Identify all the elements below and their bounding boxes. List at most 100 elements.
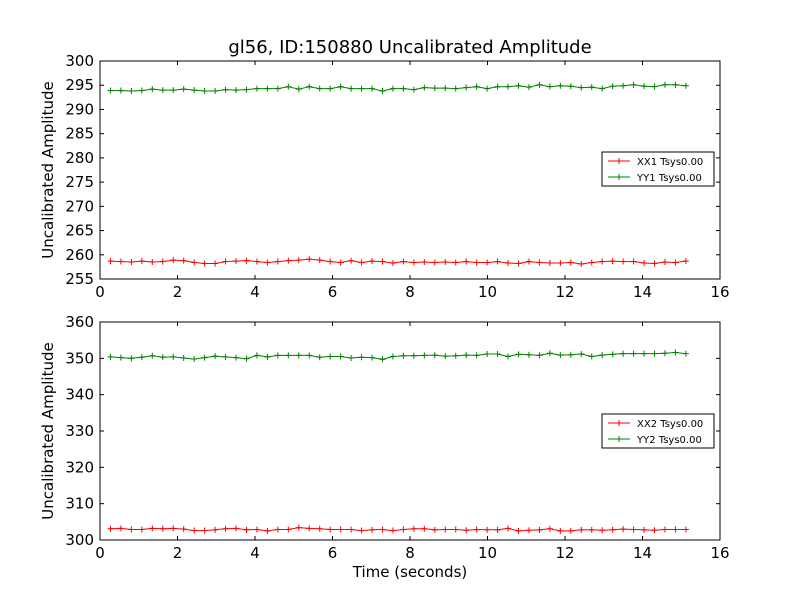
data-point <box>369 354 376 361</box>
data-point <box>452 352 459 359</box>
data-point <box>295 257 302 264</box>
y-tick-label: 300 <box>65 531 94 549</box>
data-point <box>389 353 396 360</box>
x-tick-label: 8 <box>405 544 415 562</box>
data-point <box>484 350 491 357</box>
data-point <box>494 83 501 90</box>
data-point <box>505 353 512 360</box>
data-point <box>264 353 271 360</box>
data-point <box>107 525 114 532</box>
data-point <box>505 260 512 267</box>
data-point <box>316 525 323 532</box>
data-point <box>180 86 187 93</box>
data-point <box>159 258 166 265</box>
data-point <box>578 350 585 357</box>
data-point <box>201 527 208 534</box>
data-point <box>588 259 595 266</box>
data-point <box>620 350 627 357</box>
data-point <box>253 352 260 359</box>
y-tick-label: 285 <box>65 125 94 143</box>
subplot-bottom: 0 2 4 6 8 10 12 14 16 300 310 320 330 340 350 360 Uncali… <box>39 313 730 581</box>
data-point <box>525 84 532 91</box>
legend-label: XX2 Tsys0.00 <box>637 419 703 430</box>
data-point <box>557 527 564 534</box>
data-point <box>410 525 417 532</box>
y-tick-label: 275 <box>65 173 94 191</box>
y-axis-label: Uncalibrated Amplitude <box>39 342 57 519</box>
data-point <box>180 526 187 533</box>
data-point <box>536 352 543 359</box>
data-point <box>358 527 365 534</box>
data-point <box>222 353 229 360</box>
data-point <box>567 527 574 534</box>
data-point <box>337 259 344 266</box>
data-point <box>400 352 407 359</box>
data-point <box>557 260 564 267</box>
data-point <box>567 259 574 266</box>
data-point <box>494 526 501 533</box>
data-point <box>578 84 585 91</box>
data-point <box>212 260 219 267</box>
data-point <box>578 526 585 533</box>
legend-marker <box>616 174 622 180</box>
data-point <box>442 526 449 533</box>
data-point <box>117 258 124 265</box>
axes-frame <box>99 60 721 280</box>
data-point <box>379 258 386 265</box>
data-point <box>661 350 668 357</box>
data-point <box>452 526 459 533</box>
x-tick-label: 14 <box>633 544 652 562</box>
x-tick-label: 14 <box>633 283 652 301</box>
data-point <box>170 353 177 360</box>
data-point <box>379 88 386 95</box>
data-point <box>117 87 124 94</box>
data-point <box>389 527 396 534</box>
data-point <box>369 526 376 533</box>
legend-label: XX1 Tsys0.00 <box>637 157 703 168</box>
x-tick-label: 4 <box>250 544 260 562</box>
x-tick-label: 8 <box>405 283 415 301</box>
legend-label: YY1 Tsys0.00 <box>636 173 702 184</box>
data-point <box>421 84 428 91</box>
data-point <box>620 258 627 265</box>
data-point <box>651 260 658 267</box>
data-point <box>484 526 491 533</box>
x-tick-label: 4 <box>250 283 260 301</box>
y-tick-label: 300 <box>65 52 94 70</box>
data-point <box>358 354 365 361</box>
x-tick-label: 2 <box>173 283 183 301</box>
data-point <box>327 258 334 265</box>
data-point <box>222 86 229 93</box>
data-point <box>159 354 166 361</box>
data-point <box>473 352 480 359</box>
data-point <box>327 85 334 92</box>
y-tick-label: 255 <box>65 270 94 288</box>
data-point <box>672 349 679 356</box>
data-point <box>463 258 470 265</box>
data-point <box>431 526 438 533</box>
data-point <box>264 527 271 534</box>
data-point <box>682 526 689 533</box>
data-point <box>295 86 302 93</box>
data-point <box>191 259 198 266</box>
data-point <box>180 354 187 361</box>
y-tick-label: 360 <box>65 313 94 331</box>
data-point <box>641 83 648 90</box>
data-point <box>442 259 449 266</box>
x-tick-label: 2 <box>173 544 183 562</box>
data-point <box>159 87 166 94</box>
data-point <box>682 258 689 265</box>
x-tick-label: 6 <box>328 544 338 562</box>
data-point <box>651 350 658 357</box>
data-point <box>641 526 648 533</box>
data-point <box>682 350 689 357</box>
data-point <box>128 355 135 362</box>
data-point <box>243 257 250 264</box>
data-point <box>421 525 428 532</box>
data-point <box>128 259 135 266</box>
data-point <box>536 526 543 533</box>
data-point <box>661 259 668 266</box>
x-tick-label: 0 <box>95 283 105 301</box>
x-tick-label: 12 <box>555 544 574 562</box>
data-point <box>107 258 114 265</box>
